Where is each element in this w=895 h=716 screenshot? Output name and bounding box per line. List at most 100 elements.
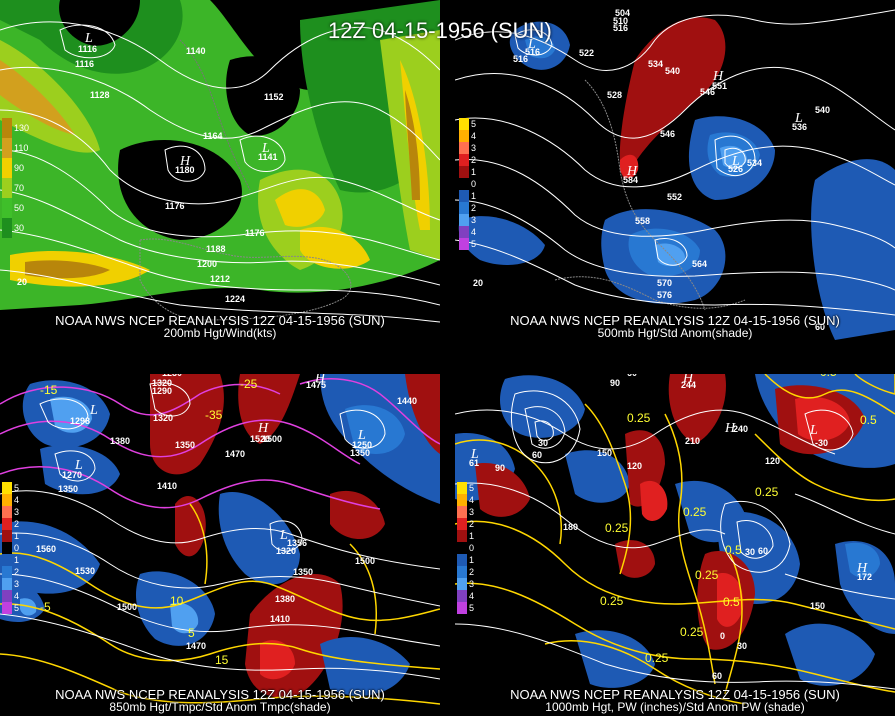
colorbar-label: 50 xyxy=(14,203,25,213)
colorbar-segment xyxy=(459,154,469,166)
svg-text:1320: 1320 xyxy=(276,546,296,556)
svg-text:1380: 1380 xyxy=(275,594,295,604)
panel-footer-field: 1000mb Hgt, PW (inches)/Std Anom PW (sha… xyxy=(545,700,805,714)
svg-text:0.5: 0.5 xyxy=(860,413,877,427)
svg-text:1250: 1250 xyxy=(352,440,372,450)
colorbar-label: 4 xyxy=(471,131,477,141)
colorbar-label: 2 xyxy=(471,155,477,165)
colorbar-label: 5 xyxy=(471,239,477,249)
panel-footer-source: NOAA NWS NCEP REANALYSIS 12Z 04-15-1956 … xyxy=(55,687,385,702)
colorbar-label: 110 xyxy=(14,143,29,153)
svg-text:30: 30 xyxy=(538,438,548,448)
svg-text:1188: 1188 xyxy=(206,244,226,254)
colorbar-segment xyxy=(2,198,12,218)
svg-text:180: 180 xyxy=(563,522,578,532)
svg-text:1356: 1356 xyxy=(287,538,307,548)
svg-text:5: 5 xyxy=(188,626,195,640)
colorbar-segment xyxy=(2,554,12,566)
svg-text:0.25: 0.25 xyxy=(695,568,719,582)
svg-text:1470: 1470 xyxy=(186,641,206,651)
colorbar-std-anomaly: 5 4 3 2 1 0 1 2 3 4 5 xyxy=(459,118,476,250)
svg-text:60: 60 xyxy=(627,374,637,378)
svg-text:L: L xyxy=(89,403,98,418)
panel-500mb-height-anomaly: 504 510 516 516 522 528 534 540 546 546 … xyxy=(455,0,895,342)
colorbar-label: 1 xyxy=(469,531,475,541)
svg-text:-30: -30 xyxy=(815,438,828,448)
svg-text:30: 30 xyxy=(737,641,747,651)
svg-text:60: 60 xyxy=(815,322,825,332)
svg-text:0.5: 0.5 xyxy=(820,374,837,379)
colorbar-segment xyxy=(2,566,12,578)
map-500mb: 504 510 516 516 522 528 534 540 546 546 … xyxy=(455,0,895,342)
svg-text:0.25: 0.25 xyxy=(645,651,669,665)
colorbar-label: 1 xyxy=(471,167,477,177)
svg-text:1116: 1116 xyxy=(78,44,97,54)
svg-text:552: 552 xyxy=(667,192,682,202)
svg-text:0.5: 0.5 xyxy=(723,595,740,609)
svg-text:1270: 1270 xyxy=(62,470,82,480)
svg-text:540: 540 xyxy=(815,105,830,115)
svg-text:210: 210 xyxy=(685,436,700,446)
colorbar-segment xyxy=(457,554,467,566)
svg-text:150: 150 xyxy=(597,448,612,458)
svg-text:-25: -25 xyxy=(240,377,258,391)
colorbar-segment xyxy=(457,602,467,614)
colorbar-label: 4 xyxy=(469,591,475,601)
panel-footer-source: NOAA NWS NCEP REANALYSIS 12Z 04-15-1956 … xyxy=(55,313,385,328)
colorbar-segment xyxy=(2,530,12,542)
svg-text:-5: -5 xyxy=(40,600,51,614)
colorbar-segment xyxy=(2,118,12,138)
svg-text:1141: 1141 xyxy=(258,152,278,162)
colorbar-segment xyxy=(459,130,469,142)
colorbar-segment xyxy=(2,494,12,506)
colorbar-segment xyxy=(459,178,469,190)
panel-footer-field: 200mb Hgt/Wind(kts) xyxy=(163,326,277,340)
panel-footer-field: 850mb Hgt/Tmpc/Std Anom Tmpc(shade) xyxy=(109,700,331,714)
svg-text:1500: 1500 xyxy=(262,434,282,444)
svg-text:1212: 1212 xyxy=(210,274,230,284)
svg-text:H: H xyxy=(856,561,868,576)
svg-text:L: L xyxy=(794,111,803,126)
svg-text:564: 564 xyxy=(692,259,707,269)
svg-text:1440: 1440 xyxy=(397,396,417,406)
svg-text:1164: 1164 xyxy=(203,131,223,141)
svg-text:H: H xyxy=(179,154,191,169)
colorbar-label: 4 xyxy=(471,227,477,237)
colorbar-label: 4 xyxy=(469,495,475,505)
panel-footer-source: NOAA NWS NCEP REANALYSIS 12Z 04-15-1956 … xyxy=(510,313,840,328)
colorbar-label: 130 xyxy=(14,123,30,133)
colorbar-label: 2 xyxy=(469,519,475,529)
svg-text:-35: -35 xyxy=(205,408,223,422)
colorbar-segment xyxy=(457,542,467,554)
svg-text:L: L xyxy=(357,428,366,443)
colorbar-segment xyxy=(2,602,12,614)
colorbar-segment xyxy=(457,530,467,542)
colorbar-segment xyxy=(457,578,467,590)
svg-text:H: H xyxy=(257,421,269,436)
colorbar-segment xyxy=(2,590,12,602)
svg-text:60: 60 xyxy=(758,546,768,556)
svg-text:1470: 1470 xyxy=(225,449,245,459)
svg-text:0.25: 0.25 xyxy=(680,625,704,639)
colorbar-segment xyxy=(2,138,12,158)
svg-text:1320: 1320 xyxy=(152,378,172,388)
svg-text:61: 61 xyxy=(469,458,479,468)
colorbar-segment xyxy=(457,518,467,530)
svg-text:526: 526 xyxy=(728,164,743,174)
colorbar-label: 3 xyxy=(469,579,475,589)
colorbar-label: 3 xyxy=(469,507,475,517)
panel-200mb-height-wind: L 1116 H 1180 L 1141 1116 1128 1140 1152… xyxy=(0,0,440,342)
colorbar-segment xyxy=(459,190,469,202)
colorbar-segment xyxy=(2,218,12,238)
svg-text:0.25: 0.25 xyxy=(755,485,779,499)
svg-text:540: 540 xyxy=(665,66,680,76)
colorbar-label: 70 xyxy=(14,183,25,193)
colorbar-label: 1 xyxy=(14,555,20,565)
svg-text:244: 244 xyxy=(681,380,696,390)
svg-text:1224: 1224 xyxy=(225,294,245,304)
svg-text:90: 90 xyxy=(610,378,620,388)
colorbar-label: 5 xyxy=(14,483,20,493)
svg-text:504: 504 xyxy=(615,8,630,18)
colorbar-segment xyxy=(459,142,469,154)
colorbar-segment xyxy=(2,506,12,518)
